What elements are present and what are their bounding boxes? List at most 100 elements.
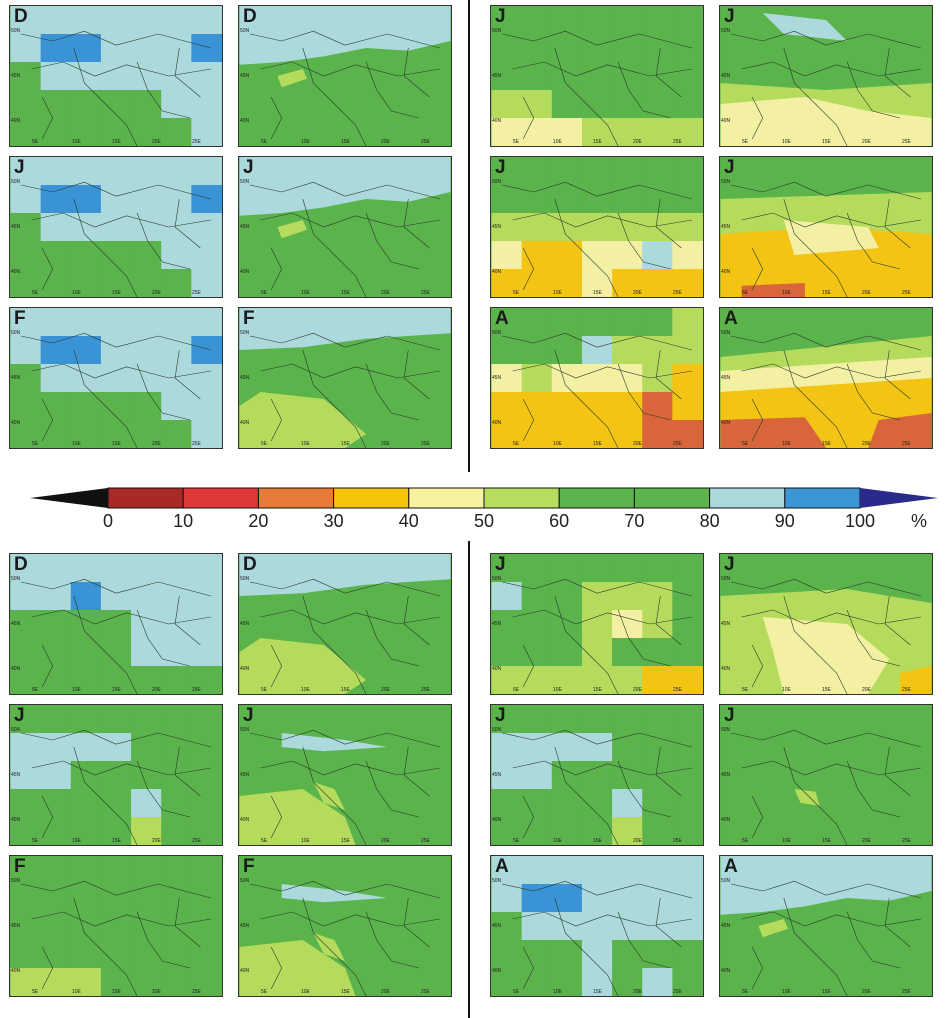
- grid-cell: [521, 761, 553, 790]
- lon-label: 5E: [513, 441, 520, 447]
- grid-cell: [491, 940, 523, 969]
- grid-cell: [131, 241, 162, 270]
- lon-label: 5E: [742, 989, 749, 995]
- grid-cell: [70, 308, 102, 337]
- country-border: [655, 746, 682, 797]
- grid-cell: [191, 62, 222, 91]
- lat-label: 45N: [492, 375, 502, 381]
- grid-cell: [672, 336, 703, 365]
- map-p6: [239, 157, 451, 297]
- grid-cell: [581, 761, 613, 790]
- grid-cell: [642, 185, 673, 214]
- country-border: [31, 61, 211, 77]
- field-region: [239, 157, 451, 216]
- country-border: [302, 198, 367, 297]
- grid-cell: [10, 884, 42, 913]
- lon-label: 10E: [72, 441, 81, 447]
- grid-cell: [551, 554, 583, 583]
- grid-cell: [131, 6, 162, 35]
- lat-label: 45N: [240, 73, 250, 79]
- grid-cell: [581, 34, 613, 63]
- country-border: [783, 198, 848, 297]
- lon-label: 5E: [742, 441, 749, 447]
- lon-label: 25E: [673, 687, 682, 693]
- lon-label: 25E: [421, 838, 430, 844]
- grid-cell: [612, 554, 643, 583]
- lon-label: 15E: [822, 139, 831, 145]
- country-border: [41, 795, 54, 839]
- lon-label: 25E: [902, 687, 911, 693]
- lon-label: 10E: [553, 441, 562, 447]
- grid-cell: [672, 6, 703, 35]
- lon-label: 15E: [341, 687, 350, 693]
- country-border: [174, 595, 201, 646]
- country-border: [365, 212, 419, 270]
- lon-label: 10E: [782, 139, 791, 145]
- country-border: [501, 729, 693, 748]
- grid-cell: [551, 185, 583, 214]
- grid-cell: [131, 392, 162, 421]
- lon-label: 15E: [341, 139, 350, 145]
- country-border: [884, 746, 911, 797]
- grid-cell: [100, 118, 132, 146]
- map-p23: [491, 856, 703, 996]
- grid-cell: [191, 185, 222, 214]
- panel-month-label: D: [14, 6, 28, 27]
- grid-cell: [10, 269, 42, 297]
- lon-label: 25E: [673, 989, 682, 995]
- map-panel-p5: 50N 45N 40N 5E 10E 15E 20E 25E J: [9, 156, 223, 298]
- grid-cell: [612, 336, 643, 365]
- grid-cell: [581, 733, 613, 762]
- grid-cell: [551, 90, 583, 119]
- grid-cell: [491, 884, 523, 913]
- grid-cell: [100, 884, 132, 913]
- lon-label: 20E: [152, 687, 161, 693]
- grid-cell: [612, 269, 643, 297]
- grid-cell: [10, 90, 42, 119]
- colorbar-segment: [333, 487, 410, 509]
- colorbar-segment: [558, 487, 635, 509]
- grid-cell: [672, 610, 703, 639]
- grid-cell: [642, 856, 673, 885]
- lon-label: 10E: [782, 989, 791, 995]
- country-border: [136, 212, 190, 270]
- grid-cell: [191, 213, 222, 242]
- grid-cell: [40, 308, 72, 337]
- grid-cell: [100, 213, 132, 242]
- country-border: [365, 911, 419, 969]
- country-border: [73, 349, 138, 448]
- grid-cell: [191, 6, 222, 35]
- grid-cell: [642, 392, 673, 421]
- grid-cell: [642, 940, 673, 969]
- lon-label: 25E: [902, 989, 911, 995]
- grid-cell: [491, 213, 523, 242]
- lat-label: 40N: [492, 666, 502, 672]
- grid-cell: [161, 6, 192, 35]
- country-border: [512, 911, 692, 927]
- country-border: [617, 212, 671, 270]
- lon-label: 25E: [421, 687, 430, 693]
- grid-cell: [521, 940, 553, 969]
- lat-label: 40N: [240, 118, 250, 124]
- grid-cell: [491, 789, 523, 818]
- grid-cell: [521, 118, 553, 146]
- grid-cell: [10, 789, 42, 818]
- grid-cell: [672, 817, 703, 845]
- panel-month-label: J: [495, 157, 506, 178]
- grid-cell: [612, 912, 643, 941]
- grid-cell: [521, 6, 553, 35]
- colorbar-segment: [107, 487, 184, 509]
- colorbar-tick-label: 40: [398, 511, 419, 531]
- grid-cell: [40, 213, 72, 242]
- country-border: [751, 644, 764, 688]
- grid-cell: [551, 856, 583, 885]
- lon-label: 5E: [742, 838, 749, 844]
- grid-cell: [581, 817, 613, 845]
- grid-cell: [131, 118, 162, 146]
- lat-label: 50N: [492, 330, 502, 336]
- lat-label: 50N: [721, 330, 731, 336]
- grid-cell: [581, 62, 613, 91]
- country-border: [20, 30, 212, 49]
- field-region: [239, 789, 356, 845]
- grid-cell: [551, 157, 583, 186]
